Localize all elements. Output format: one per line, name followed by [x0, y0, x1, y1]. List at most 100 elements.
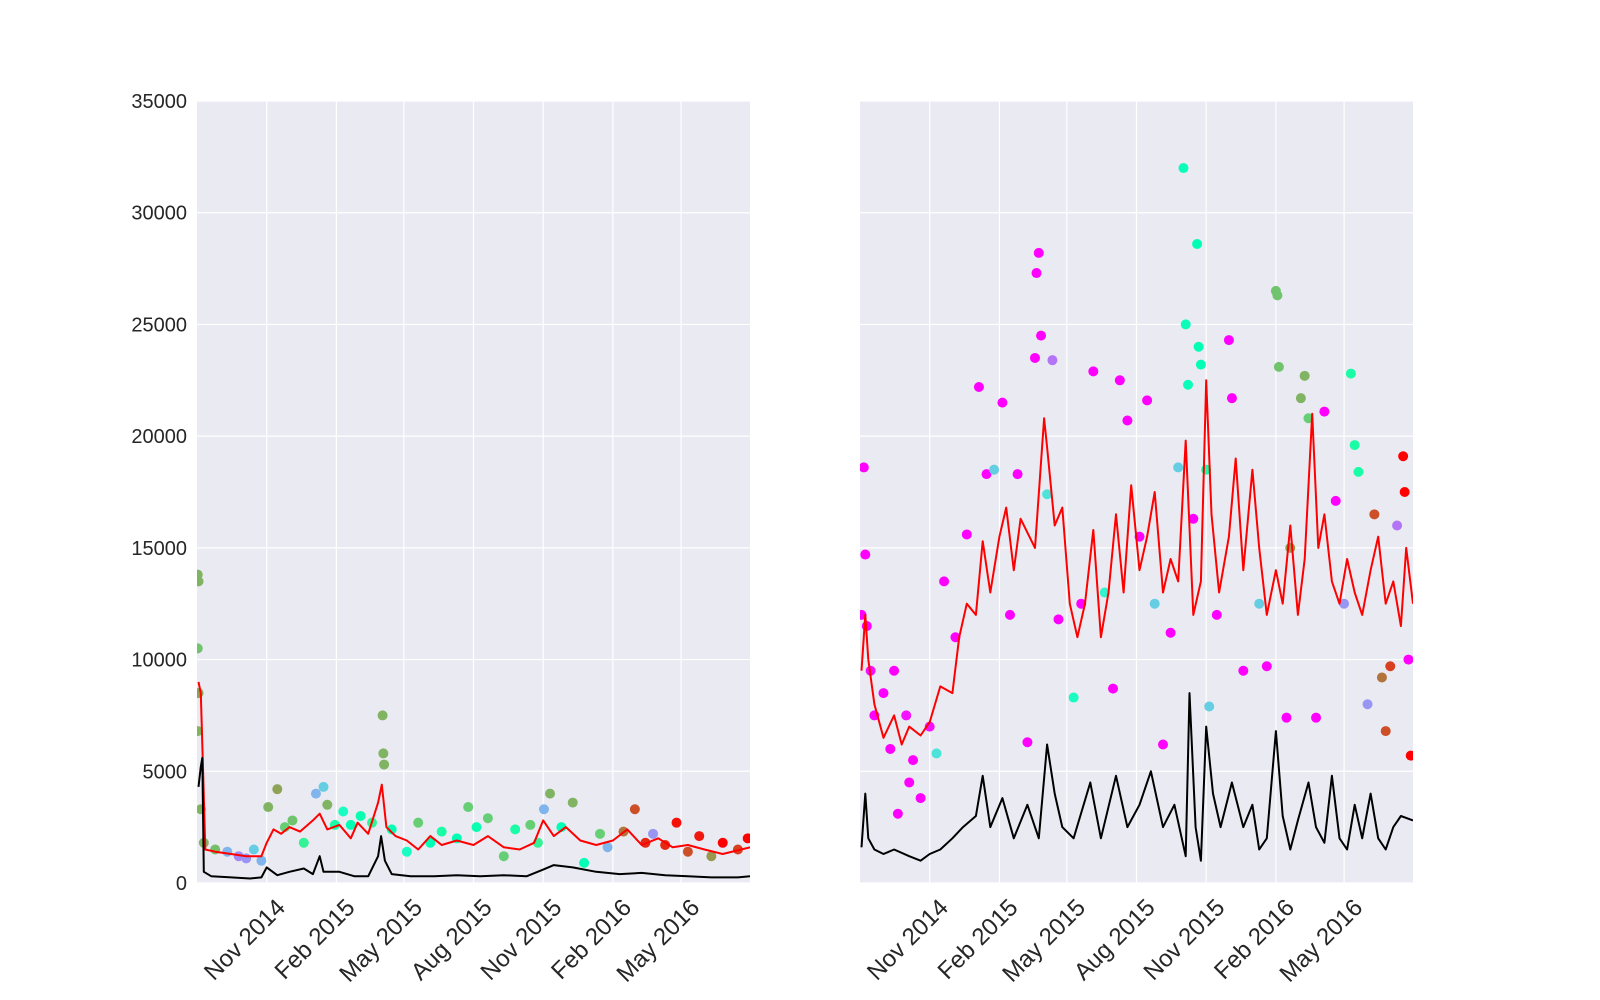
- scatter-point: [660, 840, 671, 851]
- scatter-point: [1204, 701, 1215, 712]
- scatter-point: [931, 748, 942, 759]
- scatter-point: [1022, 737, 1033, 748]
- scatter-point: [717, 837, 728, 848]
- scatter-point: [436, 826, 447, 837]
- scatter-point: [1281, 712, 1292, 723]
- scatter-point: [413, 817, 424, 828]
- scatter-point: [471, 822, 482, 833]
- scatter-point: [1226, 393, 1237, 404]
- scatter-point: [1311, 712, 1322, 723]
- scatter-point: [1193, 341, 1204, 352]
- scatter-point: [310, 788, 321, 799]
- scatter-point: [355, 810, 366, 821]
- scatter-point: [892, 808, 903, 819]
- scatter-point: [1362, 699, 1373, 710]
- scatter-point: [1042, 489, 1053, 500]
- scatter-point: [222, 846, 233, 857]
- scatter-point: [885, 743, 896, 754]
- scatter-point: [1180, 319, 1191, 330]
- scatter-point: [1031, 268, 1042, 279]
- plot-marks: [860, 163, 1413, 862]
- scatter-point: [706, 851, 717, 862]
- scatter-point: [1036, 330, 1047, 341]
- scatter-point: [378, 748, 389, 759]
- scatter-point: [538, 804, 549, 815]
- scatter-point: [1033, 247, 1044, 258]
- scatter-point: [1122, 415, 1133, 426]
- scatter-point: [1149, 598, 1160, 609]
- scatter-point: [671, 817, 682, 828]
- scatter-point: [1273, 361, 1284, 372]
- y-tick-label: 0: [176, 873, 187, 895]
- scatter-point: [263, 802, 274, 813]
- black-series-line: [197, 756, 750, 880]
- scatter-point: [579, 857, 590, 868]
- scatter-point: [1369, 509, 1380, 520]
- y-tick-label: 20000: [131, 426, 187, 448]
- scatter-point: [1349, 440, 1360, 451]
- scatter-point: [860, 549, 871, 560]
- scatter-point: [629, 804, 640, 815]
- scatter-point: [1173, 462, 1184, 473]
- scatter-point: [1392, 520, 1403, 531]
- red-series-line: [197, 681, 750, 858]
- scatter-point: [981, 469, 992, 480]
- scatter-point: [510, 824, 521, 835]
- red-series-line: [860, 379, 1413, 746]
- scatter-point: [1353, 466, 1364, 477]
- scatter-point: [525, 819, 536, 830]
- scatter-point: [377, 710, 388, 721]
- scatter-point: [860, 462, 869, 473]
- scatter-point: [973, 381, 984, 392]
- scatter-point: [1192, 238, 1203, 249]
- scatter-point: [901, 710, 912, 721]
- scatter-point: [498, 851, 509, 862]
- scatter-point: [322, 799, 333, 810]
- scatter-point: [1345, 368, 1356, 379]
- y-tick-label: 5000: [143, 761, 188, 783]
- scatter-point: [1029, 352, 1040, 363]
- scatter-point: [482, 813, 493, 824]
- scatter-point: [1380, 726, 1391, 737]
- scatter-point: [401, 846, 412, 857]
- scatter-point: [602, 842, 613, 853]
- scatter-point: [1319, 406, 1330, 417]
- scatter-point: [1004, 609, 1015, 620]
- y-tick-label: 30000: [131, 203, 187, 225]
- scatter-point: [1399, 487, 1410, 497]
- scatter-point: [989, 464, 1000, 475]
- scatter-point: [1188, 513, 1199, 524]
- scatter-point: [939, 576, 950, 587]
- scatter-point: [272, 784, 283, 795]
- scatter-point: [1053, 614, 1064, 625]
- scatter-point: [1272, 290, 1283, 301]
- scatter-point: [1114, 375, 1125, 386]
- y-tick-label: 25000: [131, 314, 187, 336]
- scatter-point: [1068, 692, 1079, 703]
- scatter-point: [961, 529, 972, 540]
- scatter-point: [908, 755, 919, 766]
- scatter-point: [1398, 451, 1409, 462]
- scatter-point: [545, 788, 556, 799]
- y-tick-label: 10000: [131, 650, 187, 672]
- scatter-point: [682, 846, 693, 857]
- scatter-point: [1299, 370, 1310, 381]
- scatter-point: [1403, 654, 1413, 665]
- scatter-point: [233, 851, 244, 862]
- scatter-point: [567, 797, 578, 808]
- scatter-point: [1223, 335, 1234, 346]
- scatter-point: [1238, 665, 1249, 676]
- scatter-point: [889, 665, 900, 676]
- scatter-point: [1012, 469, 1023, 480]
- scatter-point: [1261, 661, 1272, 672]
- scatter-point: [1195, 359, 1206, 370]
- scatter-point: [287, 815, 298, 826]
- scatter-point: [742, 833, 750, 844]
- scatter-point: [1183, 379, 1194, 390]
- scatter-point: [318, 781, 329, 792]
- scatter-point: [1165, 627, 1176, 638]
- scatter-point: [1047, 355, 1058, 366]
- scatter-point: [648, 828, 659, 839]
